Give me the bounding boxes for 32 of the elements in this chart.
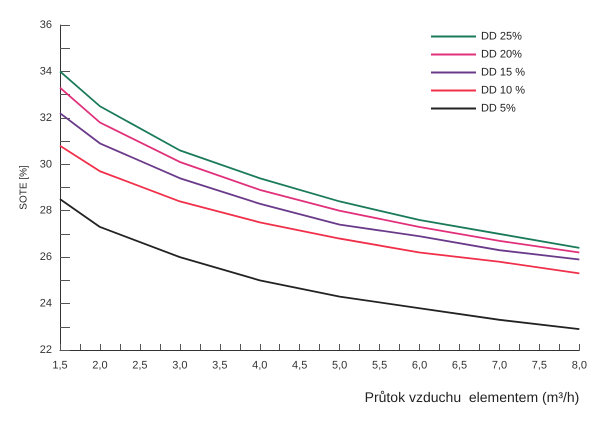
legend-label: DD 10 % [480,84,526,96]
y-tick-label: 30 [40,158,52,170]
line-series [59,198,580,330]
x-tick-label: 3,5 [212,360,228,372]
y-tick-label: 22 [40,344,52,356]
x-tick-label: 5,5 [372,360,388,372]
x-tick-label: 1,5 [52,360,68,372]
x-tick-label: 4,5 [292,360,308,372]
x-tick-label: 7,0 [492,360,508,372]
x-tick-label: 6,5 [452,360,468,372]
x-tick-label: 2,5 [132,360,148,372]
legend-label: DD 20% [480,48,522,60]
legend-label: DD 5% [480,102,516,114]
x-axis-title: Průtok vzduchu elementem (m³/h) [364,389,580,405]
y-tick-label: 24 [40,298,52,310]
x-tick-label: 8,0 [572,360,588,372]
y-axis-title: SOTE [%] [18,165,30,210]
y-tick-label: 34 [40,65,52,78]
y-tick-label: 36 [40,19,52,31]
x-tick-label: 2,0 [92,360,108,372]
line-series [59,112,580,260]
x-tick-label: 6,0 [412,360,428,372]
legend-label: DD 25% [480,30,522,42]
x-tick-label: 5,0 [332,360,348,372]
line-series [59,144,580,274]
x-tick-label: 4,0 [252,360,268,372]
y-tick-label: 28 [40,204,52,217]
x-tick-label: 3,0 [172,360,188,372]
legend-label: DD 15 % [480,66,526,78]
y-tick-label: 32 [40,112,52,124]
x-tick-label: 7,5 [532,360,548,372]
y-tick-label: 26 [40,251,52,264]
